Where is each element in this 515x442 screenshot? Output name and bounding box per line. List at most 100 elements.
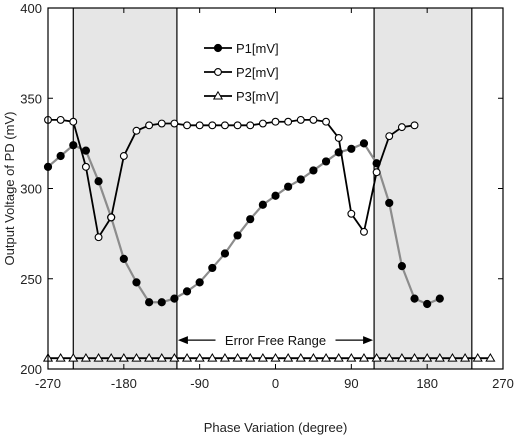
p3-point — [346, 352, 357, 362]
p3-point — [207, 352, 218, 362]
p3-point — [320, 352, 332, 362]
legend: P1[mV] P2[mV] P3[mV] — [204, 41, 279, 104]
p1-point — [220, 249, 230, 258]
p1-point — [347, 144, 356, 153]
p2-point — [81, 162, 90, 171]
p2-point — [220, 121, 229, 130]
p3-point — [257, 352, 268, 362]
p3-point — [68, 352, 79, 362]
p1-point — [182, 287, 192, 296]
p2-point — [334, 134, 343, 142]
p1-point — [119, 254, 128, 263]
p2-point — [208, 121, 217, 130]
p2-point — [296, 115, 305, 124]
x-tick-label: -270 — [35, 376, 61, 391]
p2-point — [170, 119, 179, 128]
p1-point — [423, 299, 432, 309]
annotation-arrowhead-left — [177, 336, 188, 345]
p1-point — [258, 200, 267, 209]
y-axis-label: Output Voltage of PD (mV) — [2, 112, 17, 266]
x-tick-label: 0 — [272, 376, 279, 391]
p3-point — [384, 352, 395, 362]
p3-point — [283, 352, 294, 362]
annotation-text: Error Free Range — [225, 333, 326, 348]
p2-point — [397, 123, 406, 132]
p1-point — [132, 278, 141, 287]
shaded-region-1 — [73, 8, 177, 369]
p2-point — [258, 119, 267, 128]
legend-item-1: P1[mV] — [204, 41, 279, 56]
series-3 — [42, 352, 496, 362]
p2-point — [385, 132, 394, 141]
p3-point — [232, 352, 243, 362]
p2-point — [322, 117, 331, 126]
p3-point — [460, 352, 471, 362]
p2-point — [284, 117, 293, 126]
p3-point — [194, 352, 205, 362]
p1-point — [284, 182, 293, 191]
p1-point — [359, 139, 369, 148]
p1-point — [435, 294, 444, 303]
p1-point — [246, 215, 255, 224]
p3-point — [80, 352, 91, 362]
annotation-background — [215, 331, 336, 350]
p2-point — [309, 115, 318, 124]
p3-point — [156, 352, 167, 362]
y-tick-label: 250 — [20, 272, 42, 287]
legend-label: P2[mV] — [236, 65, 279, 80]
p1-point — [410, 294, 419, 303]
p2-point — [372, 168, 381, 177]
p1-point — [271, 191, 280, 200]
p2-point — [69, 117, 78, 126]
p3-point — [434, 352, 445, 362]
p1-point — [309, 166, 318, 175]
x-tick-label: -90 — [190, 376, 209, 391]
x-tick-label: -180 — [111, 376, 137, 391]
p3-point — [270, 352, 281, 362]
p3-point — [447, 352, 458, 362]
p2-point — [119, 152, 128, 160]
p3-point — [106, 352, 117, 362]
p1-point — [385, 198, 394, 208]
p2-point — [195, 121, 204, 130]
p3-point — [118, 352, 129, 362]
series-layer — [42, 115, 496, 362]
p2-point — [347, 209, 356, 218]
p3-point — [295, 352, 306, 362]
p1-point — [69, 141, 78, 150]
p3-point — [212, 90, 224, 100]
p3-point — [181, 352, 193, 362]
y-tick-label: 300 — [20, 182, 42, 197]
p2-point — [132, 126, 141, 135]
p3-point — [245, 352, 256, 362]
p3-point — [93, 352, 104, 362]
p2-point — [107, 213, 116, 222]
p3-point — [396, 352, 407, 362]
shaded-regions — [72, 8, 473, 369]
p1-point — [94, 177, 103, 186]
p3-point — [485, 352, 496, 362]
p2-point — [360, 227, 368, 236]
x-tick-label: 270 — [492, 376, 514, 391]
p1-point — [296, 175, 305, 184]
p2-point — [94, 233, 103, 242]
p2-point — [145, 121, 154, 130]
p2-point — [410, 121, 419, 130]
p1-point — [81, 146, 91, 155]
p2-point — [233, 121, 242, 130]
x-axis-label: Phase Variation (degree) — [204, 420, 348, 435]
p3-point — [422, 352, 433, 362]
p2-point — [271, 117, 280, 126]
p3-point — [308, 352, 319, 362]
axis-ticks: -270 -180 -90 0 90 180 270 200 250 300 350 400 — [20, 1, 514, 391]
p2-point — [183, 121, 191, 130]
annotation-arrowhead-right — [363, 336, 374, 345]
p1-point — [145, 298, 154, 307]
p1-point — [195, 278, 204, 287]
legend-item-2: P2[mV] — [204, 65, 279, 80]
shaded-region-2 — [374, 8, 472, 369]
p1-point — [233, 231, 242, 240]
p1-point — [56, 151, 65, 161]
p3-point — [409, 352, 420, 362]
